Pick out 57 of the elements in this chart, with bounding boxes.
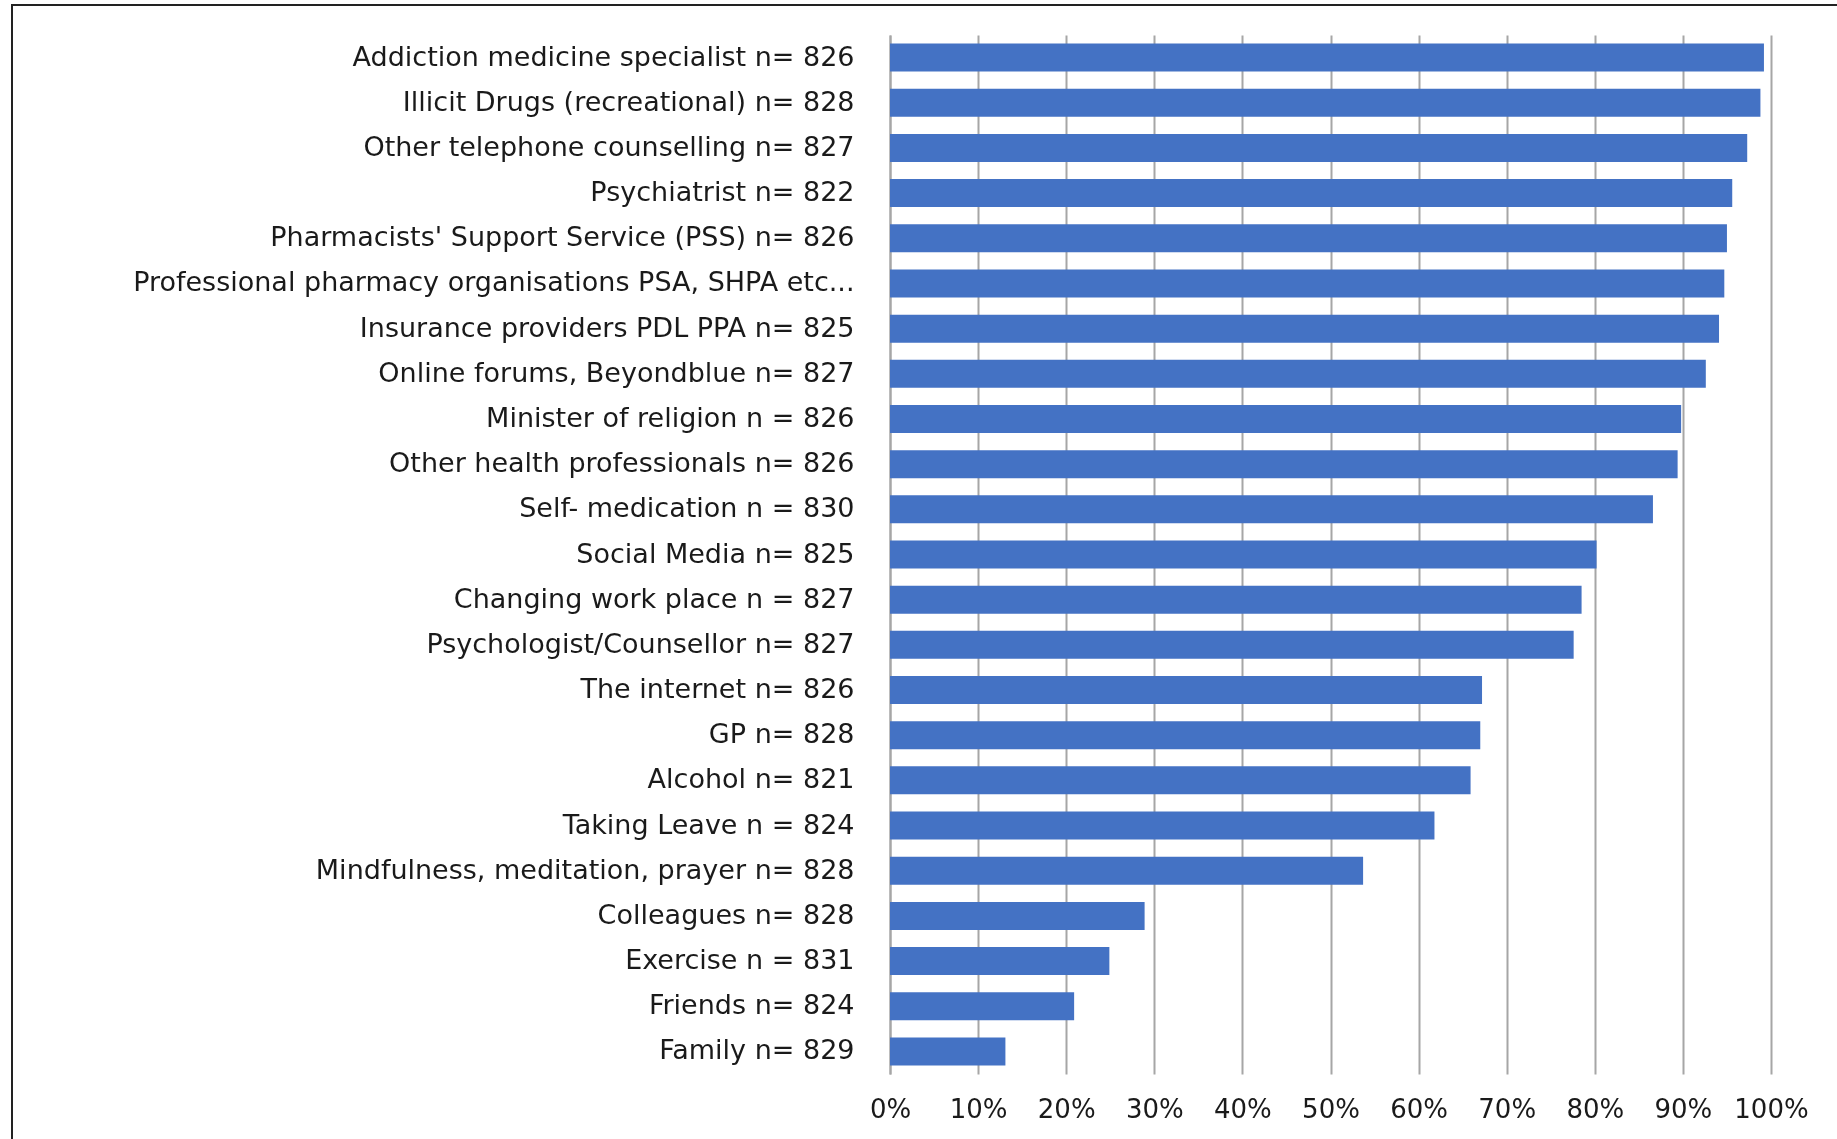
y-tick-label: Changing work place n = 827	[453, 582, 855, 614]
y-tick-label: Exercise n = 831	[625, 944, 855, 976]
x-tick-label: 100%	[1734, 1093, 1809, 1124]
y-tick-label: Self- medication n = 830	[519, 492, 855, 524]
x-tick-label: 80%	[1566, 1093, 1625, 1124]
x-tick-label: 70%	[1478, 1093, 1537, 1124]
bar	[890, 88, 1761, 117]
x-tick-label: 0%	[869, 1093, 912, 1124]
bar	[890, 314, 1720, 343]
bar	[890, 811, 1435, 840]
x-tick-label: 60%	[1390, 1093, 1448, 1124]
bar	[890, 585, 1582, 614]
y-tick-label: Psychologist/Counsellor n= 827	[426, 627, 855, 659]
bar	[890, 43, 1764, 72]
y-tick-label: The internet n= 826	[579, 673, 855, 705]
bar	[890, 495, 1653, 524]
bar	[890, 676, 1483, 705]
y-tick-label: Insurance providers PDL PPA n= 825	[359, 311, 855, 343]
y-tick-label: Mindfulness, meditation, prayer n= 828	[315, 853, 855, 885]
y-tick-label: Social Media n= 825	[576, 537, 855, 569]
bar	[890, 404, 1682, 433]
y-tick-label: Taking Leave n = 824	[561, 808, 855, 840]
bar	[890, 450, 1678, 479]
y-tick-label: Alcohol n= 821	[647, 763, 855, 795]
bar	[890, 1037, 1006, 1066]
bar	[890, 947, 1110, 976]
y-tick-label: Colleagues n= 828	[597, 898, 855, 930]
x-tick-label: 10%	[949, 1093, 1008, 1124]
x-tick-label: 40%	[1214, 1093, 1272, 1124]
y-tick-label: Online forums, Beyondblue n= 827	[378, 356, 855, 388]
y-tick-label: Other health professionals n= 826	[389, 447, 855, 479]
bar	[890, 721, 1481, 750]
y-tick-label: Pharmacists' Support Service (PSS) n= 826	[270, 221, 855, 253]
bar	[890, 133, 1748, 162]
y-tick-label: Friends n= 824	[648, 989, 855, 1021]
bar	[890, 540, 1597, 569]
y-tick-label: GP n= 828	[708, 718, 855, 750]
bar	[890, 992, 1075, 1021]
y-tick-label: Psychiatrist n= 822	[590, 176, 855, 208]
y-tick-label: Other telephone counselling n= 827	[363, 130, 855, 162]
x-tick-label: 50%	[1302, 1093, 1360, 1124]
bar	[890, 224, 1727, 253]
y-tick-label: Minister of religion n = 826	[486, 401, 855, 433]
x-tick-label: 30%	[1125, 1093, 1184, 1124]
bar	[890, 630, 1574, 659]
x-tick-label: 20%	[1037, 1093, 1096, 1124]
y-tick-label: Illicit Drugs (recreational) n= 828	[402, 85, 855, 117]
bar	[890, 766, 1471, 795]
y-tick-label: Family n= 829	[659, 1034, 855, 1066]
bar	[890, 269, 1725, 298]
y-tick-label: Addiction medicine specialist n= 826	[352, 40, 855, 72]
x-tick-label: 90%	[1654, 1093, 1713, 1124]
bar	[890, 856, 1364, 885]
bar	[890, 359, 1706, 388]
y-tick-label: Professional pharmacy organisations PSA, SHPA etc...	[133, 266, 855, 298]
bar	[890, 179, 1733, 208]
bar	[890, 901, 1145, 930]
